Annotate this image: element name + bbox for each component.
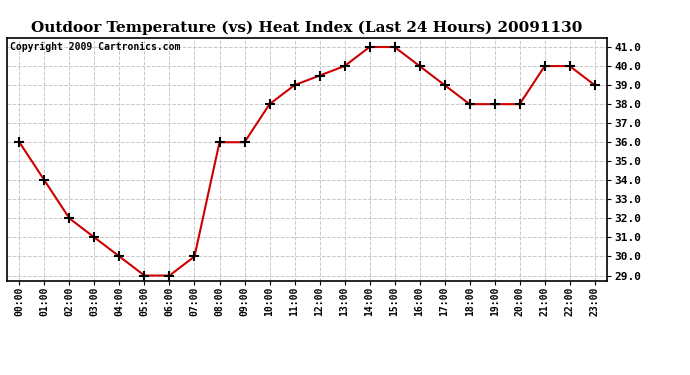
Title: Outdoor Temperature (vs) Heat Index (Last 24 Hours) 20091130: Outdoor Temperature (vs) Heat Index (Las…: [31, 21, 583, 35]
Text: Copyright 2009 Cartronics.com: Copyright 2009 Cartronics.com: [10, 42, 180, 52]
